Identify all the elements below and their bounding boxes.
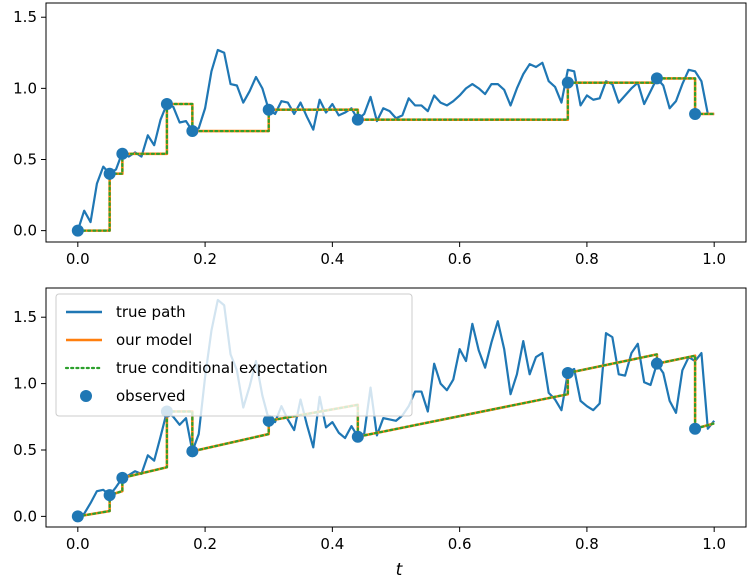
x-tick-label: 0.4	[320, 250, 344, 268]
x-tick-label: 0.6	[448, 535, 472, 553]
observed-point	[71, 510, 84, 523]
observed-point	[116, 471, 129, 484]
legend-box	[55, 293, 413, 417]
observed-point	[650, 357, 663, 370]
y-tick-label: 1.0	[13, 79, 37, 97]
legend-swatch-observed	[80, 390, 92, 402]
x-tick-label: 0.8	[575, 535, 599, 553]
observed-point	[689, 107, 702, 120]
observed-point	[186, 445, 199, 458]
observed-point	[561, 76, 574, 89]
x-tick-label: 1.0	[702, 250, 726, 268]
observed-point	[689, 422, 702, 435]
top-panel: 0.0 0.2 0.4 0.6 0.8 1.0 0.0 0.5 1.0 1.5	[13, 2, 747, 268]
legend-label-observed: observed	[116, 387, 186, 405]
y-tick-label: 0.0	[13, 222, 37, 240]
axes-frame	[45, 287, 747, 528]
observed-point	[103, 489, 116, 502]
observed-point	[262, 414, 275, 427]
legend-label-our-model: our model	[116, 331, 192, 349]
y-tick-label: 0.5	[13, 150, 37, 168]
true-path-line	[76, 48, 715, 231]
observed-point	[561, 366, 574, 379]
x-tick-label: 0.2	[193, 535, 217, 553]
observed-point	[71, 224, 84, 237]
y-tick-label: 0.0	[13, 507, 37, 525]
x-tick-label: 0.2	[193, 250, 217, 268]
y-tick-label: 0.5	[13, 441, 37, 459]
observed-point	[262, 103, 275, 116]
observed-point	[351, 430, 364, 443]
legend-label-true-path: true path	[116, 303, 186, 321]
y-tick-label: 1.0	[13, 375, 37, 393]
x-tick-label: 0.6	[448, 250, 472, 268]
legend-label-true-conditional-expectation: true conditional expectation	[116, 359, 328, 377]
x-tick-label: 0.0	[66, 535, 90, 553]
x-tick-label: 0.0	[66, 250, 90, 268]
observed-point	[351, 113, 364, 126]
x-tick-label: 1.0	[702, 535, 726, 553]
legend: true path our model true conditional expec…	[55, 293, 413, 417]
y-tick-label: 1.5	[13, 308, 37, 326]
observed-point	[160, 98, 173, 111]
true-path-line	[77, 298, 716, 518]
y-tick-label: 1.5	[13, 8, 37, 26]
x-axis-label: t	[396, 560, 404, 580]
x-tick-label: 0.8	[575, 250, 599, 268]
x-tick-label: 0.4	[320, 535, 344, 553]
observed-point	[186, 125, 199, 138]
axes-frame	[45, 2, 747, 243]
observed-point	[650, 72, 663, 85]
bottom-panel: 0.0 0.2 0.4 0.6 0.8 1.0 0.0 0.5 1.0 1.5 t true path…	[13, 287, 747, 580]
observed-point	[116, 147, 129, 160]
observed-point	[103, 167, 116, 180]
